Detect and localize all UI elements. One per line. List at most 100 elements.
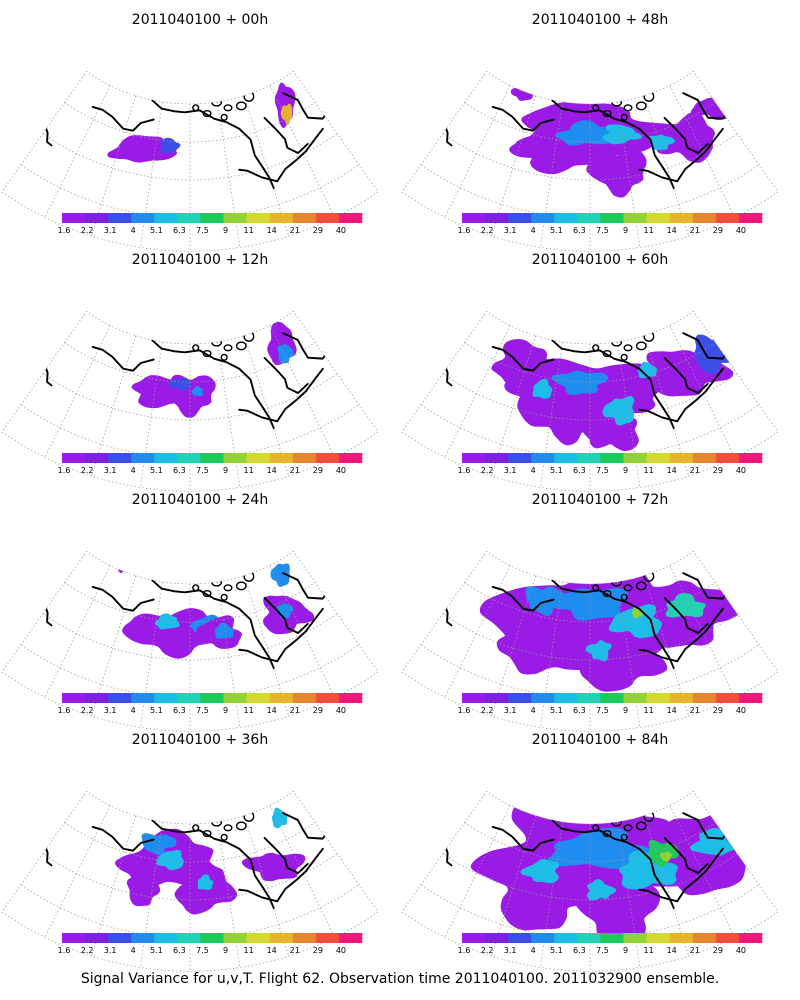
island-outline [623, 824, 633, 832]
island-outline [212, 324, 229, 338]
colorbar-swatch [738, 213, 763, 223]
island-outline [220, 833, 228, 841]
colorbar-label: 2.2 [481, 226, 494, 235]
colorbar-swatch [738, 453, 763, 463]
colorbar-swatch [131, 933, 155, 943]
colorbar-swatch [292, 453, 317, 463]
map-panel: 2011040100 + 72h 1.6 2.2 3.1 4 5.1 6.3 7.5 9 11 14… [401, 492, 779, 732]
map-boundary [1, 70, 379, 252]
island-outline [643, 90, 655, 102]
map-panel: 2011040100 + 00h 1.6 2.2 3.1 4 5.1 6.3 7.5 9 11 14… [1, 12, 379, 252]
colorbar-label: 29 [313, 466, 323, 475]
island-outline [226, 799, 242, 815]
map-panel: 2011040100 + 48h 1.6 2.2 3.1 4 5.1 6.3 7.5 9 11 14… [401, 12, 779, 252]
colorbar-label: 4 [131, 226, 136, 235]
colorbar-label: 1.6 [458, 466, 471, 475]
coastline [443, 362, 453, 387]
island-outline [620, 353, 628, 361]
colorbar-swatch [646, 213, 670, 223]
colorbar-swatch [177, 453, 201, 463]
coastline [91, 825, 155, 852]
coastlines [43, 556, 331, 670]
colorbar-swatch [338, 693, 363, 703]
colorbar: 1.6 2.2 3.1 4 5.1 6.3 7.5 9 11 14 21 29 40 [458, 693, 763, 715]
meridian-line [243, 335, 289, 477]
meridian-line [269, 85, 336, 218]
island-outline [202, 349, 212, 358]
island-outline [220, 593, 228, 601]
colorbar-swatch [269, 213, 294, 223]
panel-title: 2011040100 + 00h [132, 12, 268, 28]
colorbar-swatch [485, 933, 509, 943]
colorbar-label: 9 [223, 226, 228, 235]
colorbar-swatch [646, 933, 670, 943]
coastline [43, 842, 53, 867]
latitude-line [442, 853, 738, 901]
island-outline [202, 829, 212, 838]
colorbar-swatch [246, 933, 270, 943]
colorbar-label: 7.5 [596, 466, 609, 475]
colorbar-label: 5.1 [150, 466, 163, 475]
variance-contour [551, 370, 608, 395]
meridian-line [243, 815, 289, 957]
colorbar-swatch [200, 933, 224, 943]
meridian-line [217, 341, 241, 488]
meridian-line [44, 325, 111, 458]
colorbar-swatch [292, 933, 317, 943]
latitude-line [64, 822, 316, 863]
colorbar-label: 9 [623, 466, 628, 475]
colorbar-swatch [177, 693, 201, 703]
colorbar-label: 29 [313, 946, 323, 955]
colorbar-label: 21 [690, 466, 700, 475]
variance-contour [602, 396, 635, 426]
island-outline [592, 824, 600, 832]
variance-contour [126, 875, 161, 907]
map-area [1, 790, 379, 972]
meridian-line [243, 95, 289, 237]
colorbar-label: 21 [290, 706, 300, 715]
colorbar-label: 1.6 [58, 466, 71, 475]
island-outline [596, 330, 610, 342]
variance-contour [637, 361, 658, 379]
colorbar: 1.6 2.2 3.1 4 5.1 6.3 7.5 9 11 14 21 29 40 [58, 693, 363, 715]
coastline [491, 825, 555, 852]
island-outline [192, 344, 200, 352]
coastline [263, 117, 309, 154]
colorbar-label: 6.3 [173, 226, 186, 235]
map-area [401, 550, 779, 732]
colorbar-swatch [462, 213, 486, 223]
coastline [43, 362, 53, 387]
colorbar-label: 9 [223, 466, 228, 475]
colorbar-swatch [462, 693, 486, 703]
variance-contour [141, 833, 177, 855]
island-outline [596, 810, 610, 822]
colorbar-label: 29 [313, 226, 323, 235]
variance-contour [277, 344, 294, 364]
coastline [43, 122, 53, 147]
island-outline [220, 113, 228, 121]
variance-contour [586, 149, 647, 198]
colorbar-label: 21 [690, 706, 700, 715]
meridian-line [139, 101, 163, 248]
colorbar-swatch [508, 213, 532, 223]
colorbar-swatch [200, 453, 224, 463]
island-outline [196, 330, 210, 342]
island-outline [192, 584, 200, 592]
island-outline [623, 104, 633, 112]
coastline [663, 357, 709, 394]
colorbar-label: 3.1 [104, 946, 117, 955]
variance-contour [156, 850, 184, 871]
variance-contour [586, 878, 617, 901]
island-outline [602, 589, 612, 598]
colorbar-label: 11 [244, 946, 254, 955]
meridian-line [91, 95, 137, 237]
meridian-line [44, 85, 111, 218]
colorbar-swatch [669, 453, 694, 463]
panel-title: 2011040100 + 84h [532, 732, 668, 748]
colorbar-label: 21 [290, 226, 300, 235]
coastline [43, 602, 53, 627]
island-outline [223, 344, 233, 352]
coastline [491, 585, 555, 612]
island-outline [243, 90, 255, 102]
meridian-line [539, 101, 563, 248]
